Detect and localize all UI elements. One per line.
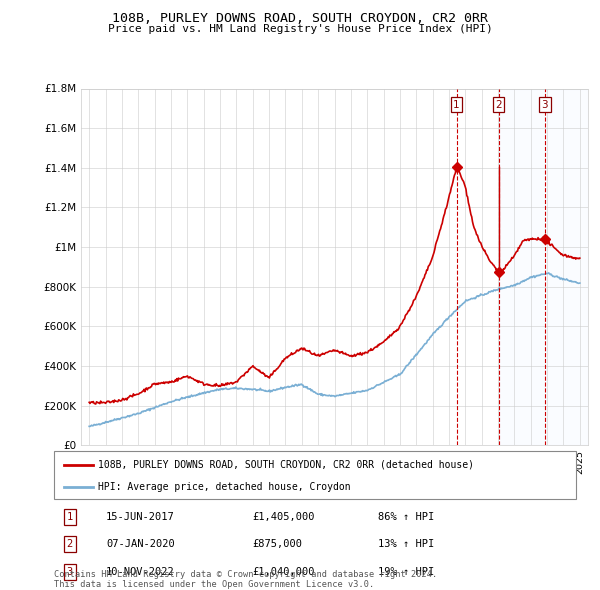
Text: 2: 2 — [67, 539, 73, 549]
Text: 108B, PURLEY DOWNS ROAD, SOUTH CROYDON, CR2 0RR: 108B, PURLEY DOWNS ROAD, SOUTH CROYDON, … — [112, 12, 488, 25]
Text: 1: 1 — [67, 512, 73, 522]
Text: Contains HM Land Registry data © Crown copyright and database right 2024.
This d: Contains HM Land Registry data © Crown c… — [54, 570, 437, 589]
Text: 108B, PURLEY DOWNS ROAD, SOUTH CROYDON, CR2 0RR (detached house): 108B, PURLEY DOWNS ROAD, SOUTH CROYDON, … — [98, 460, 475, 470]
Text: 3: 3 — [542, 100, 548, 110]
Text: £1,405,000: £1,405,000 — [253, 512, 315, 522]
Text: £875,000: £875,000 — [253, 539, 302, 549]
Text: HPI: Average price, detached house, Croydon: HPI: Average price, detached house, Croy… — [98, 482, 351, 491]
Text: 1: 1 — [453, 100, 460, 110]
Text: 3: 3 — [67, 566, 73, 576]
Text: 07-JAN-2020: 07-JAN-2020 — [106, 539, 175, 549]
Text: Price paid vs. HM Land Registry's House Price Index (HPI): Price paid vs. HM Land Registry's House … — [107, 24, 493, 34]
Text: 2: 2 — [495, 100, 502, 110]
Text: 19% ↑ HPI: 19% ↑ HPI — [377, 566, 434, 576]
Text: 10-NOV-2022: 10-NOV-2022 — [106, 566, 175, 576]
Bar — [499, 88, 588, 445]
Text: 15-JUN-2017: 15-JUN-2017 — [106, 512, 175, 522]
Text: £1,040,000: £1,040,000 — [253, 566, 315, 576]
Text: 86% ↑ HPI: 86% ↑ HPI — [377, 512, 434, 522]
Text: 13% ↑ HPI: 13% ↑ HPI — [377, 539, 434, 549]
